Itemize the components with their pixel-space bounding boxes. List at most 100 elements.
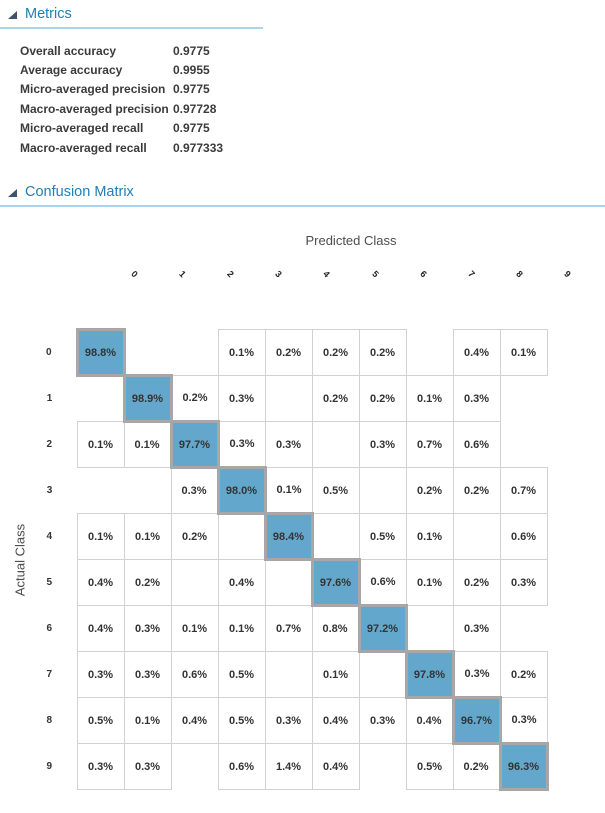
matrix-cell — [124, 467, 171, 514]
matrix-cell: 0.2% — [311, 329, 360, 377]
matrix-row: 0 98.8% 0.1% 0.2% 0.2% 0.2% 0.4% 0.1% — [30, 328, 548, 378]
row-label: 3 — [46, 485, 53, 497]
matrix-cell — [218, 513, 265, 560]
matrix-cell: 0.4% — [76, 605, 125, 653]
matrix-cell: 0.2% — [358, 329, 407, 377]
matrix-cell — [500, 375, 547, 422]
confusion-matrix-section: Confusion Matrix Predicted Class 0 1 2 3 4 5 6… — [0, 178, 605, 792]
matrix-cell: 0.8% — [311, 605, 360, 653]
matrix-cell: 0.4% — [311, 743, 360, 791]
matrix-cell: 0.3% — [123, 743, 172, 791]
matrix-cell: 0.1% — [311, 651, 360, 699]
matrix-cell: 0.2% — [452, 467, 501, 515]
metrics-section-header[interactable]: Metrics — [0, 0, 605, 22]
matrix-cell — [312, 513, 359, 560]
matrix-cell — [265, 375, 312, 422]
col-label-cell: 6 — [399, 264, 447, 284]
metric-row: Micro-averaged recall 0.9775 — [0, 119, 605, 138]
predicted-class-axis-label: Predicted Class — [305, 233, 397, 249]
matrix-cell-diagonal: 98.8% — [75, 328, 126, 378]
metric-value: 0.97728 — [173, 101, 217, 116]
matrix-cell: 0.3% — [452, 605, 501, 653]
confusion-matrix-section-header[interactable]: Confusion Matrix — [0, 178, 605, 200]
matrix-cell: 0.7% — [264, 605, 313, 653]
matrix-cell: 0.3% — [499, 697, 548, 745]
matrix-cell: 0.6% — [358, 559, 407, 607]
row-label: 5 — [46, 577, 53, 589]
col-label: 9 — [562, 269, 574, 280]
matrix-cell: 0.3% — [264, 697, 313, 745]
matrix-cell: 1.4% — [264, 743, 313, 791]
matrix-cell — [124, 329, 171, 376]
col-label-cell: 2 — [206, 264, 254, 284]
matrix-cell: 0.5% — [311, 467, 360, 515]
matrix-cell: 0.3% — [217, 421, 266, 469]
matrix-cell: 0.2% — [499, 651, 548, 699]
matrix-row: 1 98.9% 0.2% 0.3% 0.2% 0.2% 0.1% 0.3% — [30, 374, 547, 424]
col-label: 6 — [417, 269, 429, 280]
matrix-col-labels: 0 1 2 3 4 5 6 7 8 9 — [110, 264, 592, 284]
col-label-cell: 8 — [496, 264, 544, 284]
matrix-cell-diagonal: 98.4% — [263, 512, 314, 562]
col-label: 5 — [369, 269, 381, 280]
confusion-matrix-body: 0 98.8% 0.1% 0.2% 0.2% 0.2% 0.4% 0.1% 1 98.9% 0.2%… — [30, 328, 549, 792]
metric-value: 0.977333 — [173, 140, 224, 155]
matrix-row: 7 0.3% 0.3% 0.6% 0.5% 0.1% 97.8% 0.3% 0.2% — [30, 650, 548, 700]
metrics-header-rule — [0, 27, 263, 29]
matrix-cell-diagonal: 96.7% — [451, 696, 502, 746]
matrix-cell: 0.4% — [170, 697, 219, 745]
metric-label: Overall accuracy — [20, 43, 117, 58]
matrix-cell: 0.3% — [264, 421, 313, 469]
matrix-cell: 0.2% — [358, 375, 407, 423]
row-label: 7 — [46, 669, 53, 681]
matrix-cell: 0.6% — [170, 651, 219, 699]
matrix-cell — [500, 605, 547, 652]
matrix-cell-diagonal: 97.6% — [310, 558, 361, 608]
matrix-cell-diagonal: 96.3% — [498, 742, 549, 792]
row-label: 8 — [46, 715, 53, 727]
metric-row: Macro-averaged recall 0.977333 — [0, 138, 605, 157]
matrix-cell: 0.3% — [452, 651, 501, 699]
matrix-cell: 0.1% — [123, 697, 172, 745]
row-label: 2 — [46, 439, 53, 451]
col-label-cell: 0 — [110, 264, 158, 284]
matrix-cell-diagonal: 97.7% — [169, 420, 220, 470]
matrix-cell: 0.2% — [170, 375, 219, 423]
metrics-section-title: Metrics — [25, 6, 72, 22]
matrix-cell: 0.1% — [499, 329, 548, 377]
matrix-cell: 0.1% — [405, 375, 454, 423]
col-label: 3 — [273, 269, 284, 280]
matrix-row: 9 0.3% 0.3% 0.6% 1.4% 0.4% 0.5% 0.2% 96.3% — [30, 742, 549, 792]
matrix-cell: 0.1% — [217, 329, 266, 377]
matrix-cell: 0.1% — [405, 513, 454, 561]
matrix-cell: 0.3% — [123, 651, 172, 699]
matrix-cell: 0.5% — [217, 651, 266, 699]
metric-row: Macro-averaged precision 0.97728 — [0, 99, 605, 118]
col-label: 2 — [225, 269, 236, 280]
col-label: 1 — [176, 269, 188, 280]
matrix-cell — [359, 467, 406, 514]
matrix-cell: 0.1% — [217, 605, 266, 653]
matrix-cell-diagonal: 97.8% — [404, 650, 455, 700]
matrix-cell: 0.4% — [217, 559, 266, 607]
matrix-cell: 0.2% — [170, 513, 219, 561]
matrix-row: 3 0.3% 98.0% 0.1% 0.5% 0.2% 0.2% 0.7% — [30, 466, 548, 516]
row-label: 4 — [46, 531, 53, 543]
matrix-cell: 0.3% — [358, 697, 407, 745]
matrix-cell-diagonal: 97.2% — [357, 604, 408, 654]
matrix-cell-diagonal: 98.0% — [216, 466, 267, 516]
metric-row: Average accuracy 0.9955 — [0, 60, 605, 79]
col-label-cell: 3 — [255, 264, 303, 284]
metric-value: 0.9775 — [173, 43, 210, 58]
metric-label: Micro-averaged recall — [20, 121, 144, 136]
matrix-cell: 0.1% — [123, 513, 172, 561]
matrix-cell: 0.7% — [405, 421, 454, 469]
col-label: 0 — [128, 269, 140, 280]
collapse-triangle-icon — [8, 11, 17, 19]
matrix-cell: 0.7% — [499, 467, 548, 515]
metrics-rows: Overall accuracy 0.9775 Average accuracy 0.… — [0, 41, 605, 157]
matrix-cell: 0.4% — [311, 697, 360, 745]
matrix-cell: 0.3% — [123, 605, 172, 653]
matrix-cell: 0.3% — [76, 651, 125, 699]
row-label: 6 — [46, 623, 53, 635]
